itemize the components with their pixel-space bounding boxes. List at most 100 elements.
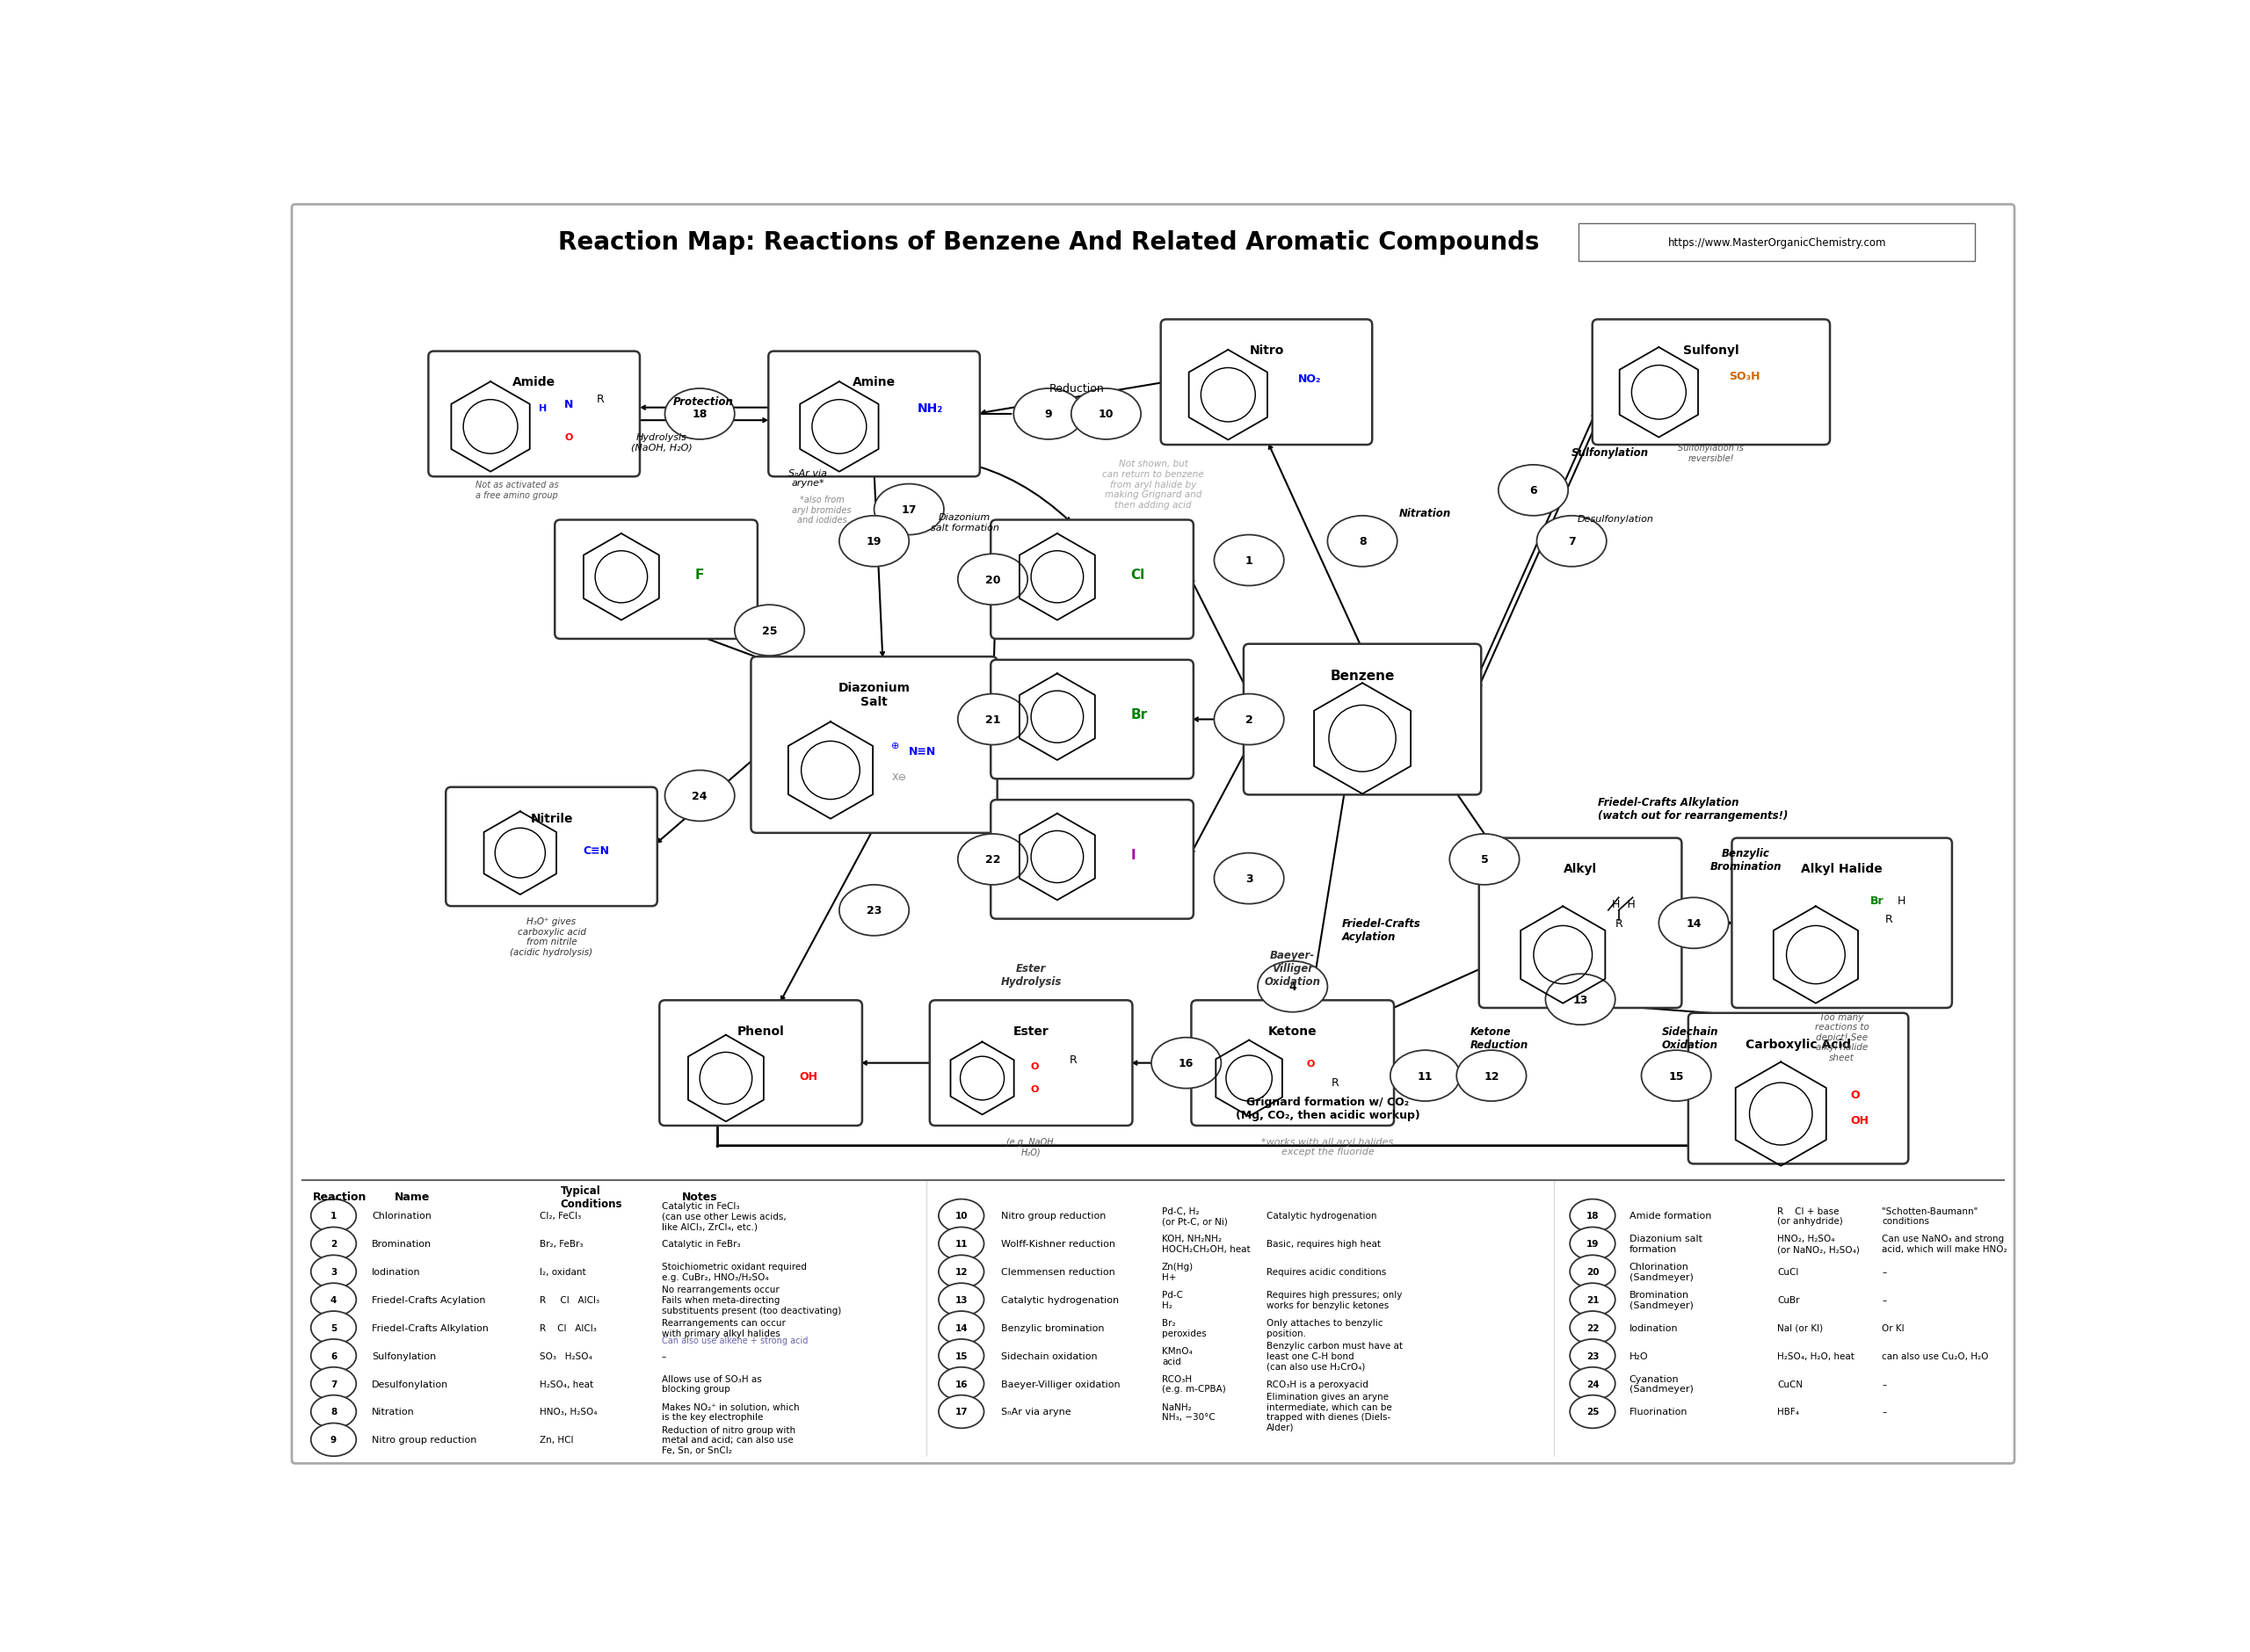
Text: 2: 2 bbox=[1244, 714, 1253, 725]
Text: Bromination: Bromination bbox=[371, 1239, 432, 1249]
Text: SₙAr via aryne: SₙAr via aryne bbox=[1001, 1408, 1071, 1416]
Text: Name: Name bbox=[394, 1191, 430, 1203]
Text: 2: 2 bbox=[331, 1239, 338, 1249]
Ellipse shape bbox=[958, 694, 1028, 745]
Text: 3: 3 bbox=[331, 1267, 338, 1277]
Text: 8: 8 bbox=[1359, 535, 1366, 547]
Text: Friedel-Crafts Alkylation: Friedel-Crafts Alkylation bbox=[371, 1323, 488, 1332]
FancyBboxPatch shape bbox=[1593, 320, 1829, 446]
Text: KOH, NH₂NH₂
HOCH₂CH₂OH, heat: KOH, NH₂NH₂ HOCH₂CH₂OH, heat bbox=[1161, 1234, 1251, 1254]
Ellipse shape bbox=[310, 1256, 356, 1289]
Text: Iodination: Iodination bbox=[371, 1267, 421, 1277]
Text: 21: 21 bbox=[1586, 1295, 1600, 1303]
Text: 19: 19 bbox=[1586, 1239, 1600, 1249]
Text: Typical
Conditions: Typical Conditions bbox=[560, 1184, 623, 1209]
Ellipse shape bbox=[958, 555, 1028, 605]
Text: N≡N: N≡N bbox=[909, 745, 936, 757]
Text: 3: 3 bbox=[1244, 872, 1253, 884]
Ellipse shape bbox=[1449, 834, 1519, 885]
FancyBboxPatch shape bbox=[770, 352, 979, 477]
Ellipse shape bbox=[1215, 535, 1285, 586]
Text: Nitro: Nitro bbox=[1249, 345, 1285, 357]
Text: I₂, oxidant: I₂, oxidant bbox=[540, 1267, 585, 1277]
Text: R: R bbox=[1069, 1054, 1078, 1066]
Text: –: – bbox=[1881, 1379, 1888, 1388]
Text: 19: 19 bbox=[866, 535, 882, 547]
Text: Or KI: Or KI bbox=[1881, 1323, 1903, 1332]
Text: 15: 15 bbox=[1670, 1070, 1683, 1082]
Text: H: H bbox=[1897, 895, 1906, 905]
Text: Desulfonylation: Desulfonylation bbox=[1577, 514, 1654, 524]
Ellipse shape bbox=[310, 1227, 356, 1260]
Text: Reduction: Reduction bbox=[1048, 383, 1105, 395]
Text: –: – bbox=[1881, 1295, 1888, 1303]
Text: Sidechain oxidation: Sidechain oxidation bbox=[1001, 1351, 1098, 1360]
Text: 14: 14 bbox=[954, 1323, 968, 1332]
FancyBboxPatch shape bbox=[659, 1001, 862, 1127]
Text: Cl₂, FeCl₃: Cl₂, FeCl₃ bbox=[540, 1211, 580, 1221]
Text: NaNH₂
NH₃, −30°C: NaNH₂ NH₃, −30°C bbox=[1161, 1403, 1215, 1421]
Text: Sulfonylation: Sulfonylation bbox=[1570, 448, 1649, 458]
Ellipse shape bbox=[1327, 517, 1397, 567]
FancyBboxPatch shape bbox=[1732, 839, 1953, 1008]
Text: Iodination: Iodination bbox=[1629, 1323, 1679, 1332]
Ellipse shape bbox=[938, 1312, 983, 1345]
Text: Benzylic bromination: Benzylic bromination bbox=[1001, 1323, 1105, 1332]
Text: *works with all aryl halides
except the fluoride: *works with all aryl halides except the … bbox=[1262, 1137, 1393, 1156]
Text: 11: 11 bbox=[954, 1239, 968, 1249]
Text: 16: 16 bbox=[1179, 1057, 1195, 1069]
Text: (e.g. NaOH,
H₂O): (e.g. NaOH, H₂O) bbox=[1006, 1137, 1055, 1156]
Text: Notes: Notes bbox=[682, 1191, 718, 1203]
Ellipse shape bbox=[839, 885, 909, 937]
Text: Reduction of nitro group with
metal and acid; can also use
Fe, Sn, or SnCl₂: Reduction of nitro group with metal and … bbox=[662, 1426, 794, 1454]
Text: Catalytic in FeCl₃
(can use other Lewis acids,
like AlCl₃, ZrCl₄, etc.): Catalytic in FeCl₃ (can use other Lewis … bbox=[662, 1201, 785, 1231]
Text: 6: 6 bbox=[1530, 486, 1537, 497]
Text: R    Cl   AlCl₃: R Cl AlCl₃ bbox=[540, 1323, 596, 1332]
Ellipse shape bbox=[1152, 1037, 1222, 1089]
Ellipse shape bbox=[1570, 1227, 1616, 1260]
Ellipse shape bbox=[873, 484, 945, 535]
Text: Catalytic hydrogenation: Catalytic hydrogenation bbox=[1001, 1295, 1118, 1303]
Text: Nitration: Nitration bbox=[371, 1408, 414, 1416]
Text: Ester
Hydrolysis: Ester Hydrolysis bbox=[1001, 963, 1062, 986]
Text: 9: 9 bbox=[331, 1436, 338, 1444]
Text: https://www.MasterOrganicChemistry.com: https://www.MasterOrganicChemistry.com bbox=[1667, 236, 1885, 248]
Text: KMnO₄
acid: KMnO₄ acid bbox=[1161, 1346, 1193, 1365]
Text: Carboxylic Acid: Carboxylic Acid bbox=[1746, 1037, 1852, 1051]
Ellipse shape bbox=[736, 605, 805, 656]
Text: No rearrangements occur
Fails when meta-directing
substituents present (too deac: No rearrangements occur Fails when meta-… bbox=[662, 1285, 842, 1315]
FancyBboxPatch shape bbox=[990, 800, 1193, 919]
Text: Friedel-Crafts Alkylation
(watch out for rearrangements!): Friedel-Crafts Alkylation (watch out for… bbox=[1598, 796, 1789, 821]
Text: Alkyl Halide: Alkyl Halide bbox=[1802, 862, 1883, 876]
Text: Cl: Cl bbox=[1130, 568, 1145, 582]
Ellipse shape bbox=[839, 517, 909, 567]
FancyBboxPatch shape bbox=[292, 205, 2014, 1464]
Text: 12: 12 bbox=[1483, 1070, 1498, 1082]
Ellipse shape bbox=[1215, 694, 1285, 745]
Text: Reaction Map: Reactions of Benzene And Related Aromatic Compounds: Reaction Map: Reactions of Benzene And R… bbox=[558, 231, 1539, 254]
Text: O: O bbox=[565, 433, 574, 441]
Text: Br₂, FeBr₃: Br₂, FeBr₃ bbox=[540, 1239, 583, 1249]
Text: I: I bbox=[1130, 847, 1136, 861]
Text: 18: 18 bbox=[1586, 1211, 1600, 1221]
Text: Diazonium
salt formation: Diazonium salt formation bbox=[931, 514, 999, 532]
Text: 15: 15 bbox=[954, 1351, 968, 1360]
Text: R    Cl + base
(or anhydride): R Cl + base (or anhydride) bbox=[1778, 1206, 1843, 1226]
Text: O: O bbox=[1307, 1059, 1314, 1067]
Text: OH: OH bbox=[799, 1070, 817, 1082]
Text: Reaction: Reaction bbox=[313, 1191, 367, 1203]
Text: N: N bbox=[565, 398, 574, 410]
Ellipse shape bbox=[938, 1256, 983, 1289]
Text: R     Cl   AlCl₃: R Cl AlCl₃ bbox=[540, 1295, 598, 1303]
FancyBboxPatch shape bbox=[428, 352, 639, 477]
FancyBboxPatch shape bbox=[1244, 644, 1480, 795]
Text: "Schotten-Baumann"
conditions: "Schotten-Baumann" conditions bbox=[1881, 1206, 1978, 1226]
Text: H  H: H H bbox=[1613, 899, 1636, 910]
FancyBboxPatch shape bbox=[556, 520, 758, 639]
Text: *also from
aryl bromides
and iodides: *also from aryl bromides and iodides bbox=[792, 496, 850, 524]
Text: 24: 24 bbox=[1586, 1379, 1600, 1388]
Ellipse shape bbox=[938, 1284, 983, 1317]
Ellipse shape bbox=[938, 1340, 983, 1373]
Ellipse shape bbox=[1258, 961, 1328, 1013]
Text: Basic, requires high heat: Basic, requires high heat bbox=[1267, 1239, 1382, 1249]
